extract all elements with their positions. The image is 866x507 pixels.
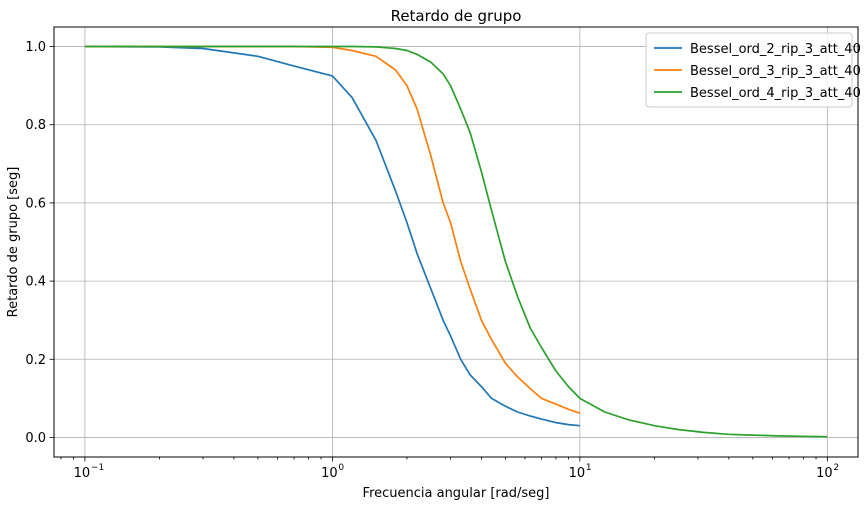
x-axis-label: Frecuencia angular [rad/seg] (363, 486, 550, 501)
legend-label: Bessel_ord_3_rip_3_att_40 (690, 64, 861, 79)
y-tick-label: 1.0 (25, 40, 46, 55)
y-tick-label: 0.6 (25, 196, 46, 211)
series-lines (84, 45, 828, 438)
y-tick-label: 0.4 (25, 275, 46, 290)
x-tick-label: 10 (321, 466, 338, 481)
y-tick-label: 0.8 (25, 118, 46, 133)
series-line-Bessel_ord_4_rip_3_att_40 (84, 45, 828, 438)
x-tick-exponent: 1 (586, 463, 592, 473)
x-tick-label: 10 (569, 466, 586, 481)
legend-box (645, 32, 853, 108)
y-tick-label: 0.2 (25, 353, 46, 368)
x-tick-exponent: −1 (91, 463, 104, 473)
y-tick-label: 0.0 (25, 431, 46, 446)
series-line-Bessel_ord_2_rip_3_att_40 (84, 45, 580, 427)
y-axis-ticks: 0.0 0.2 0.4 0.6 0.8 1.0 (25, 40, 54, 446)
legend-label: Bessel_ord_4_rip_3_att_40 (690, 86, 861, 101)
x-tick-exponent: 0 (338, 463, 344, 473)
x-axis-ticks: 10 −1 10 0 10 1 10 2 (60, 457, 839, 481)
x-tick-exponent: 2 (833, 463, 839, 473)
plot-frame (53, 26, 859, 458)
x-tick-label: 10 (74, 466, 91, 481)
y-axis-label: Retardo de grupo [seg] (6, 167, 21, 318)
chart-title: Retardo de grupo (391, 7, 522, 25)
x-tick-label: 10 (816, 466, 833, 481)
legend: Bessel_ord_2_rip_3_att_40 Bessel_ord_3_ri… (645, 32, 861, 108)
legend-label: Bessel_ord_2_rip_3_att_40 (690, 42, 861, 57)
